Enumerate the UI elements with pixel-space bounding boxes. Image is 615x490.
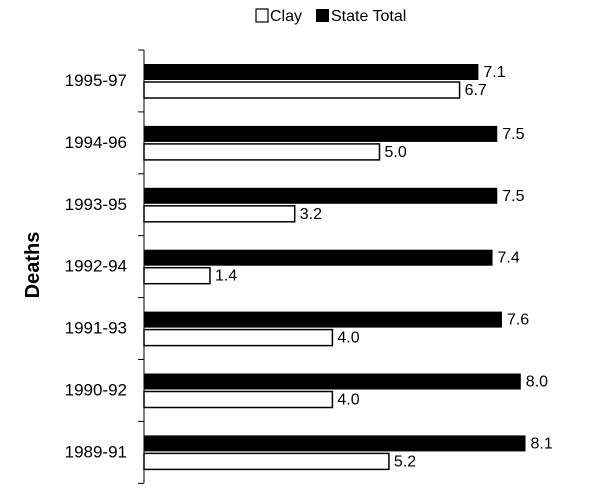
y-tick-label: 1994-96 (65, 133, 127, 152)
legend: Clay State Total (255, 8, 406, 25)
bar-clay (143, 81, 461, 99)
bar-state-total (144, 125, 498, 142)
legend-swatch-state-total (316, 9, 329, 22)
data-label-clay: 6.7 (465, 82, 487, 99)
legend-label-state-total: State Total (331, 8, 406, 25)
data-label-state-total: 7.4 (498, 250, 520, 267)
y-axis-title: Deaths (22, 232, 44, 299)
data-label-state-total: 7.5 (502, 126, 524, 143)
bar-state-total (144, 311, 502, 328)
legend-swatch-clay (255, 8, 269, 23)
bar-state-total (144, 373, 521, 390)
bar-state-total (144, 187, 498, 204)
bar-clay (143, 328, 334, 347)
bar-state-total (144, 64, 479, 80)
legend-label-clay: Clay (270, 8, 302, 25)
bar-clay (143, 390, 334, 409)
bar-state-total (144, 249, 493, 266)
data-label-clay: 5.0 (385, 144, 407, 161)
data-label-clay: 3.2 (300, 206, 322, 223)
y-tick-label: 1995-97 (65, 71, 127, 90)
data-label-clay: 4.0 (337, 330, 359, 347)
data-label-state-total: 7.5 (502, 188, 524, 205)
bar-clay (143, 205, 296, 223)
data-label-state-total: 7.1 (483, 64, 505, 81)
data-label-clay: 1.4 (215, 268, 237, 285)
y-tick-label: 1989-91 (65, 442, 127, 461)
bar-clay (143, 266, 211, 285)
plot-area: 1995-97 7.16.7 1994-96 7.5 5.0 1993-95 7.5 3.2 1… (65, 49, 553, 484)
bar-state-total (144, 435, 526, 452)
y-tick-label: 1991-93 (65, 319, 127, 338)
data-label-clay: 5.2 (394, 453, 416, 470)
bar-clay (143, 143, 381, 161)
bar-clay (143, 452, 390, 471)
y-tick-label: 1990-92 (65, 381, 127, 400)
data-label-state-total: 8.1 (531, 435, 553, 452)
y-tick-label: 1992-94 (65, 257, 127, 276)
data-label-state-total: 8.0 (526, 374, 548, 391)
data-label-clay: 4.0 (337, 392, 359, 409)
data-label-state-total: 7.6 (507, 312, 529, 329)
y-tick-label: 1993-95 (65, 195, 127, 214)
